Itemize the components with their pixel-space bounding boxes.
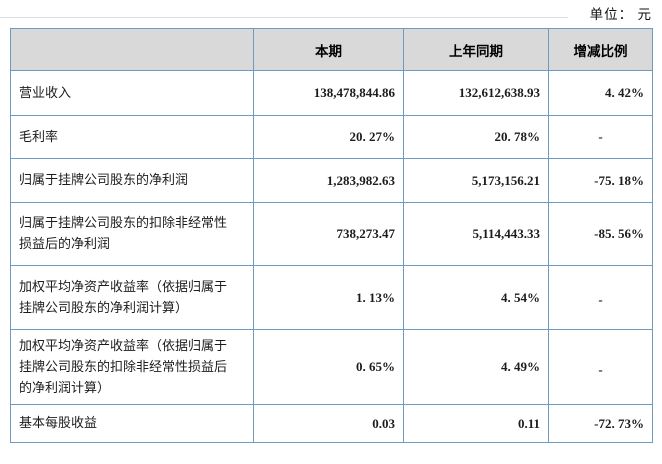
header-empty-cell xyxy=(10,28,254,71)
table-row-gross-margin: 毛利率 20. 27% 20. 78% - xyxy=(10,115,653,159)
change-ratio-value: -72. 73% xyxy=(548,404,653,444)
prior-period-value: 5,173,156.21 xyxy=(403,158,549,203)
change-ratio-value: - xyxy=(548,115,653,159)
change-ratio-value: - xyxy=(548,265,653,330)
prior-period-value: 4. 49% xyxy=(403,328,549,406)
financial-results-table: 本期 上年同期 增减比例 营业收入 138,478,844.86 132,612… xyxy=(10,28,653,444)
table-row-weighted-avg-roe-excl-nonrecurring: 加权平均净资产收益率（依据归属于挂牌公司股东的扣除非经常性损益后的净利润计算） … xyxy=(10,328,653,406)
current-period-value: 1,283,982.63 xyxy=(253,158,404,203)
table-row-net-profit-excl-nonrecurring: 归属于挂牌公司股东的扣除非经常性损益后的净利润 738,273.47 5,114… xyxy=(10,202,653,266)
change-ratio-value: - xyxy=(548,328,653,406)
row-label: 营业收入 xyxy=(10,70,254,116)
row-label: 归属于挂牌公司股东的净利润 xyxy=(10,158,254,203)
prior-period-value: 20. 78% xyxy=(403,115,549,159)
table-row-basic-eps: 基本每股收益 0.03 0.11 -72. 73% xyxy=(10,404,653,444)
current-period-value: 1. 13% xyxy=(253,265,404,330)
change-ratio-value: -75. 18% xyxy=(548,158,653,203)
row-label: 归属于挂牌公司股东的扣除非经常性损益后的净利润 xyxy=(10,202,254,266)
change-ratio-value: -85. 56% xyxy=(548,202,653,266)
current-period-value: 0.03 xyxy=(253,404,404,444)
table-row-operating-revenue: 营业收入 138,478,844.86 132,612,638.93 4. 42… xyxy=(10,70,653,116)
row-label: 加权平均净资产收益率（依据归属于挂牌公司股东的净利润计算） xyxy=(10,265,254,330)
row-label: 加权平均净资产收益率（依据归属于挂牌公司股东的扣除非经常性损益后的净利润计算） xyxy=(10,328,254,406)
prior-period-value: 5,114,443.33 xyxy=(403,202,549,266)
prior-period-value: 4. 54% xyxy=(403,265,549,330)
row-label: 毛利率 xyxy=(10,115,254,159)
header-change-ratio: 增减比例 xyxy=(548,28,653,71)
prior-period-value: 132,612,638.93 xyxy=(403,70,549,116)
horizontal-divider xyxy=(0,17,568,18)
header-current-period: 本期 xyxy=(253,28,404,71)
current-period-value: 20. 27% xyxy=(253,115,404,159)
prior-period-value: 0.11 xyxy=(403,404,549,444)
header-prior-period: 上年同期 xyxy=(403,28,549,71)
table-row-net-profit: 归属于挂牌公司股东的净利润 1,283,982.63 5,173,156.21 … xyxy=(10,158,653,203)
row-label: 基本每股收益 xyxy=(10,404,254,444)
current-period-value: 138,478,844.86 xyxy=(253,70,404,116)
unit-label: 单位： 元 xyxy=(589,7,652,22)
table-header-row: 本期 上年同期 增减比例 xyxy=(10,28,653,71)
table-row-weighted-avg-roe: 加权平均净资产收益率（依据归属于挂牌公司股东的净利润计算） 1. 13% 4. … xyxy=(10,265,653,330)
current-period-value: 738,273.47 xyxy=(253,202,404,266)
change-ratio-value: 4. 42% xyxy=(548,70,653,116)
current-period-value: 0. 65% xyxy=(253,328,404,406)
